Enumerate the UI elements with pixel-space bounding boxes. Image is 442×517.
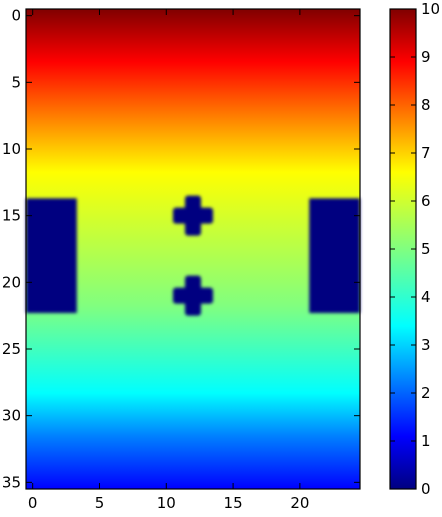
plot-frame: [25, 8, 361, 490]
x-tick-label: 20: [290, 494, 309, 512]
colorbar-tick-label: 8: [421, 96, 431, 114]
y-tick-label: 30: [2, 407, 21, 425]
x-tick-label: 15: [224, 494, 243, 512]
x-tick-label: 5: [95, 494, 105, 512]
y-tick-label: 15: [2, 207, 21, 225]
colorbar-tick-label: 0: [421, 480, 431, 498]
y-axis: 0 5 10 15 20 25 30 35: [2, 7, 360, 491]
obstacle-rect-0: [26, 198, 77, 313]
heatmap-obstacles: [26, 195, 360, 316]
x-axis: 0 5 10 15 20: [28, 9, 309, 512]
y-tick-label: 10: [2, 140, 21, 158]
x-tick-label: 0: [28, 494, 38, 512]
colorbar-tick-label: 1: [421, 432, 431, 450]
y-tick-label: 0: [11, 7, 21, 25]
y-tick-label: 35: [2, 473, 21, 491]
obstacle-rect-1: [309, 198, 360, 313]
cross-vertical-arm: [184, 195, 202, 236]
colorbar-tick-label: 4: [421, 288, 431, 306]
obstacle-cross-3: [172, 275, 214, 316]
colorbar-tick-label: 10: [421, 0, 440, 18]
colorbar-tick-label: 6: [421, 192, 431, 210]
cross-vertical-arm: [184, 275, 202, 316]
x-tick-label: 10: [157, 494, 176, 512]
y-tick-label: 5: [11, 73, 21, 91]
colorbar-tick-label: 5: [421, 240, 431, 258]
colorbar-tick-label: 9: [421, 48, 431, 66]
colorbar-tick-label: 2: [421, 384, 431, 402]
y-tick-label: 20: [2, 273, 21, 291]
heatmap-field: [26, 9, 360, 489]
colorbar-tick-label: 7: [421, 144, 431, 162]
colorbar-tick-label: 3: [421, 336, 431, 354]
colorbar-axis: 0 1 2 3 4 5 6 7 8 9 10: [390, 0, 440, 498]
y-tick-label: 25: [2, 340, 21, 358]
obstacle-cross-2: [172, 195, 214, 236]
